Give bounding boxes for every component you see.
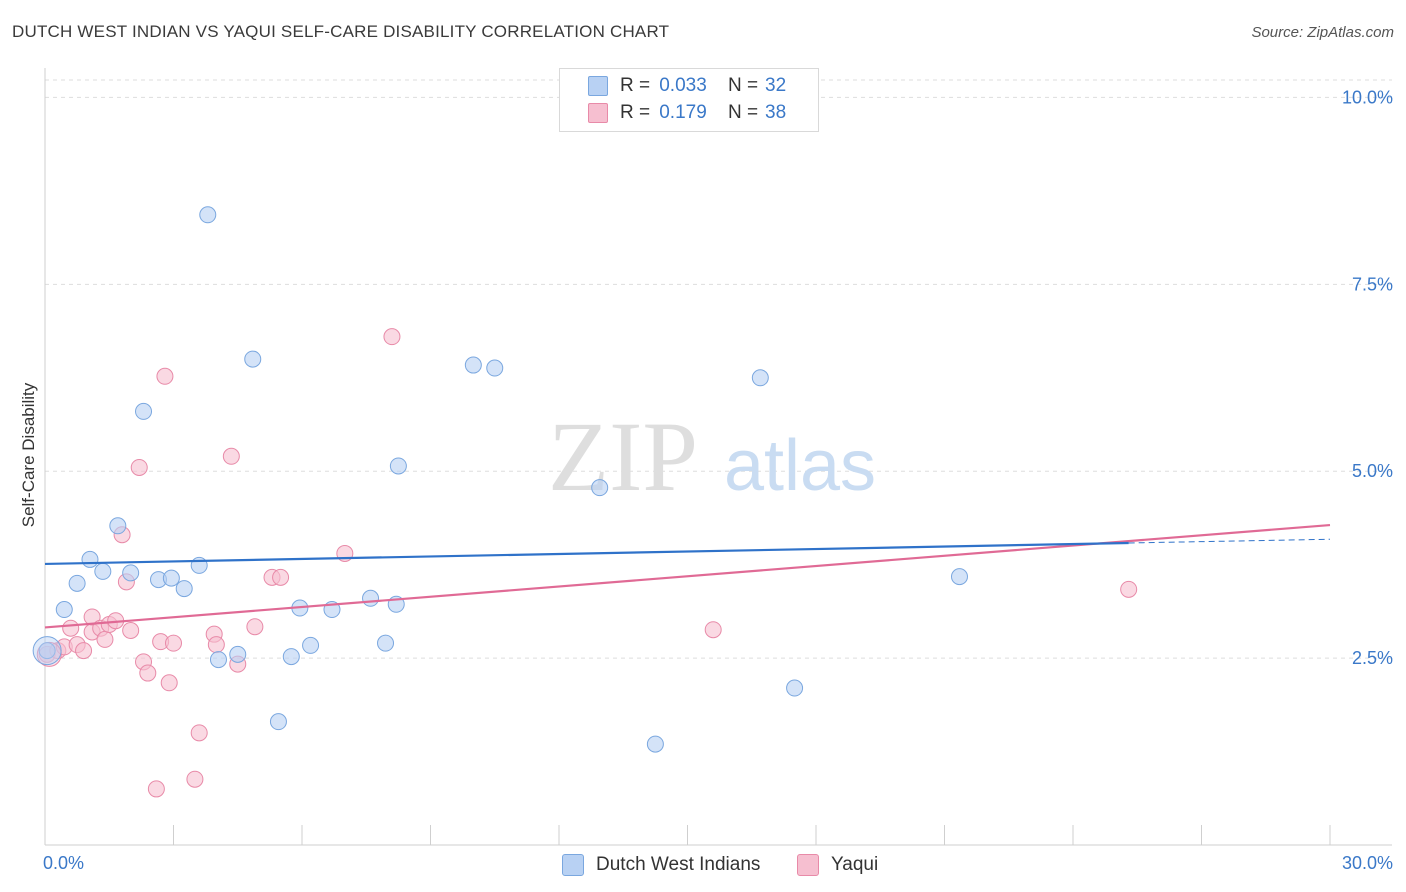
y-tick-label: 2.5% (1352, 648, 1393, 668)
dutch-west-indians-point (81, 550, 99, 568)
yaqui-point (139, 664, 157, 682)
yaqui-point (130, 458, 148, 476)
yaqui-point (1120, 580, 1138, 598)
dutch-west-indians-point (646, 735, 664, 753)
yaqui-point (383, 328, 401, 346)
r-label: R = (620, 102, 651, 123)
dutch-west-indians-point (950, 568, 968, 586)
dutch-west-indians-point (229, 645, 247, 663)
yaqui-point (160, 674, 178, 692)
pink-swatch-icon (588, 103, 608, 123)
n-value: 32 (765, 75, 787, 96)
dutch-west-indians-point (244, 350, 262, 368)
yaqui-point (75, 642, 93, 660)
y-axis-label: Self-Care Disability (19, 382, 38, 527)
blue-swatch-icon (562, 854, 584, 876)
dutch-west-indians-point (269, 713, 287, 731)
yaqui-trend-line (44, 523, 1331, 629)
dutch-west-indians-point (302, 636, 320, 654)
watermark-atlas: atlas (724, 426, 876, 506)
dutch-west-indians-point (389, 457, 407, 475)
legend-label: Yaqui (831, 854, 879, 875)
dutch-west-indians-point (68, 574, 86, 592)
yaqui-point (96, 630, 114, 648)
legend-row-yaqui: R = 0.179 N = 38 (588, 101, 786, 125)
dutch-west-indians-point (38, 642, 56, 660)
dutch-west-indians-point (591, 479, 609, 497)
grid-lines (45, 79, 1392, 659)
chart-source: Source: ZipAtlas.com (1251, 24, 1394, 41)
legend-label: Dutch West Indians (596, 854, 761, 875)
dutch-west-indians-point (162, 569, 180, 587)
dutch-west-indians-point (362, 589, 380, 607)
dutch-west-indians-point (32, 636, 62, 666)
watermark-zip: ZIP (548, 401, 698, 512)
dutch-west-indians-point (55, 601, 73, 619)
correlation-legend: R = 0.033 N = 32 R = 0.179 N = 38 (559, 68, 819, 132)
x-tick-label: 30.0% (1342, 853, 1393, 873)
y-tick-label: 7.5% (1352, 274, 1393, 294)
yaqui-points (36, 328, 1138, 798)
dutch-west-indians-point (751, 369, 769, 387)
y-tick-label: 5.0% (1352, 461, 1393, 481)
n-label: N = (728, 75, 759, 96)
dutch-west-indians-point (282, 648, 300, 666)
blue-swatch-icon (588, 76, 608, 96)
dutch-west-indians-point (486, 359, 504, 377)
dutch-west-indians-point (109, 517, 127, 535)
yaqui-point (122, 621, 140, 639)
dutch-west-indians-point (175, 580, 193, 598)
dutch-west-indians-point (377, 634, 395, 652)
yaqui-point (222, 447, 240, 465)
x-tick-label: 0.0% (43, 853, 84, 873)
r-label: R = (620, 75, 651, 96)
r-value: 0.033 (659, 75, 707, 96)
yaqui-point (190, 724, 208, 742)
dutch-west-indians-point (135, 402, 153, 420)
y-tick-label: 10.0% (1342, 87, 1393, 107)
yaqui-point (704, 621, 722, 639)
trend-lines (44, 523, 1331, 629)
yaqui-point (83, 608, 101, 626)
dutch-west-indians-trend-line (44, 541, 1129, 566)
yaqui-point (62, 619, 80, 637)
dutch-west-indians-point (464, 356, 482, 374)
pink-swatch-icon (797, 854, 819, 876)
r-value: 0.179 (659, 102, 707, 123)
dutch-west-indians-point (209, 651, 227, 669)
dutch-west-indians-trend-extension (1128, 538, 1331, 544)
legend-row-dutch-west-indians: R = 0.033 N = 32 (588, 74, 786, 98)
tick-labels: 2.5% 5.0% 7.5% 10.0% 0.0% 30.0% (43, 87, 1393, 873)
watermark: ZIP atlas (548, 401, 876, 512)
legend-item-dutch-west-indians[interactable]: Dutch West Indians (562, 852, 760, 878)
yaqui-point (156, 367, 174, 385)
legend-item-yaqui[interactable]: Yaqui (797, 852, 878, 878)
axes (44, 68, 1392, 846)
yaqui-point (147, 780, 165, 798)
yaqui-point (165, 634, 182, 652)
n-label: N = (728, 102, 759, 123)
yaqui-point (246, 618, 264, 636)
yaqui-point (207, 636, 225, 654)
dutch-west-indians-point (122, 564, 140, 582)
yaqui-point (272, 568, 290, 586)
n-value: 38 (765, 102, 787, 123)
yaqui-point (186, 770, 204, 788)
chart-title: DUTCH WEST INDIAN VS YAQUI SELF-CARE DIS… (12, 22, 670, 41)
dutch-west-indians-point (199, 206, 217, 224)
dutch-west-indians-point (94, 562, 112, 580)
dutch-west-indians-point (786, 679, 804, 697)
